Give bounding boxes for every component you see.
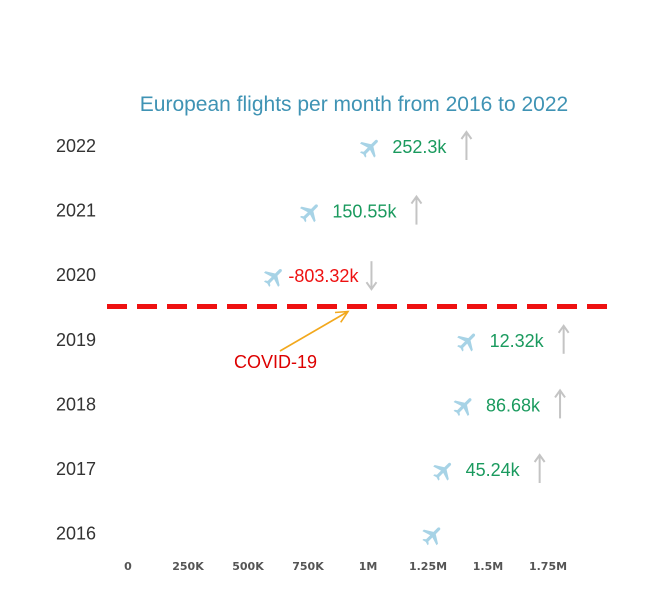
x-tick-label: 1.5M — [473, 560, 503, 573]
change-label-2020: -803.32k — [288, 266, 359, 286]
arrow-up-icon-2022 — [460, 130, 473, 160]
year-label-2018: 2018 — [56, 394, 96, 414]
chart-title: European flights per month from 2016 to … — [140, 93, 568, 116]
year-label-2022: 2022 — [56, 136, 96, 156]
airplane-icon-2020 — [264, 268, 282, 287]
year-label-2016: 2016 — [56, 524, 96, 544]
arrow-down-icon-2020 — [365, 261, 378, 291]
arrow-up-icon-2018 — [554, 388, 566, 419]
change-label-2019: 12.32k — [490, 331, 545, 351]
airplane-icon-2022 — [360, 139, 378, 158]
year-label-2017: 2017 — [56, 459, 96, 479]
year-label-2019: 2019 — [56, 330, 96, 350]
x-tick-label: 250K — [172, 560, 204, 573]
arrow-up-icon-2021 — [410, 194, 423, 225]
airplane-icon-2017 — [433, 462, 452, 481]
arrow-up-icon-2017 — [533, 453, 546, 483]
change-label-2018: 86.68k — [486, 395, 541, 415]
x-tick-label: 1.75M — [529, 560, 567, 573]
covid-annotation-label: COVID-19 — [234, 352, 317, 372]
data-points: 45.24k 86.68k 12.32k -803.32k 150.55k 252.3k — [264, 130, 570, 546]
airplane-icon-2018 — [453, 398, 472, 417]
x-tick-label: 1.25M — [409, 560, 447, 573]
annotation-arrow — [279, 310, 350, 352]
covid-annotation-group: COVID-19 — [234, 310, 350, 372]
year-labels: 2016 2017 2018 2019 2020 2021 2022 — [56, 136, 96, 544]
x-axis-ticks: 0 250K 500K 750K 1M 1.25M 1.5M 1.75M — [124, 560, 567, 573]
change-label-2017: 45.24k — [466, 460, 521, 480]
change-label-2021: 150.55k — [332, 202, 397, 222]
change-label-2022: 252.3k — [392, 137, 447, 157]
year-label-2021: 2021 — [56, 201, 96, 221]
x-tick-label: 750K — [292, 560, 324, 573]
arrow-up-icon-2019 — [557, 324, 570, 354]
x-tick-label: 1M — [359, 560, 378, 573]
airplane-icon-2016 — [422, 527, 441, 546]
x-tick-label: 0 — [124, 560, 132, 573]
airplane-icon-2021 — [300, 204, 318, 223]
x-tick-label: 500K — [232, 560, 264, 573]
year-label-2020: 2020 — [56, 265, 96, 285]
airplane-icon-2019 — [457, 333, 476, 352]
